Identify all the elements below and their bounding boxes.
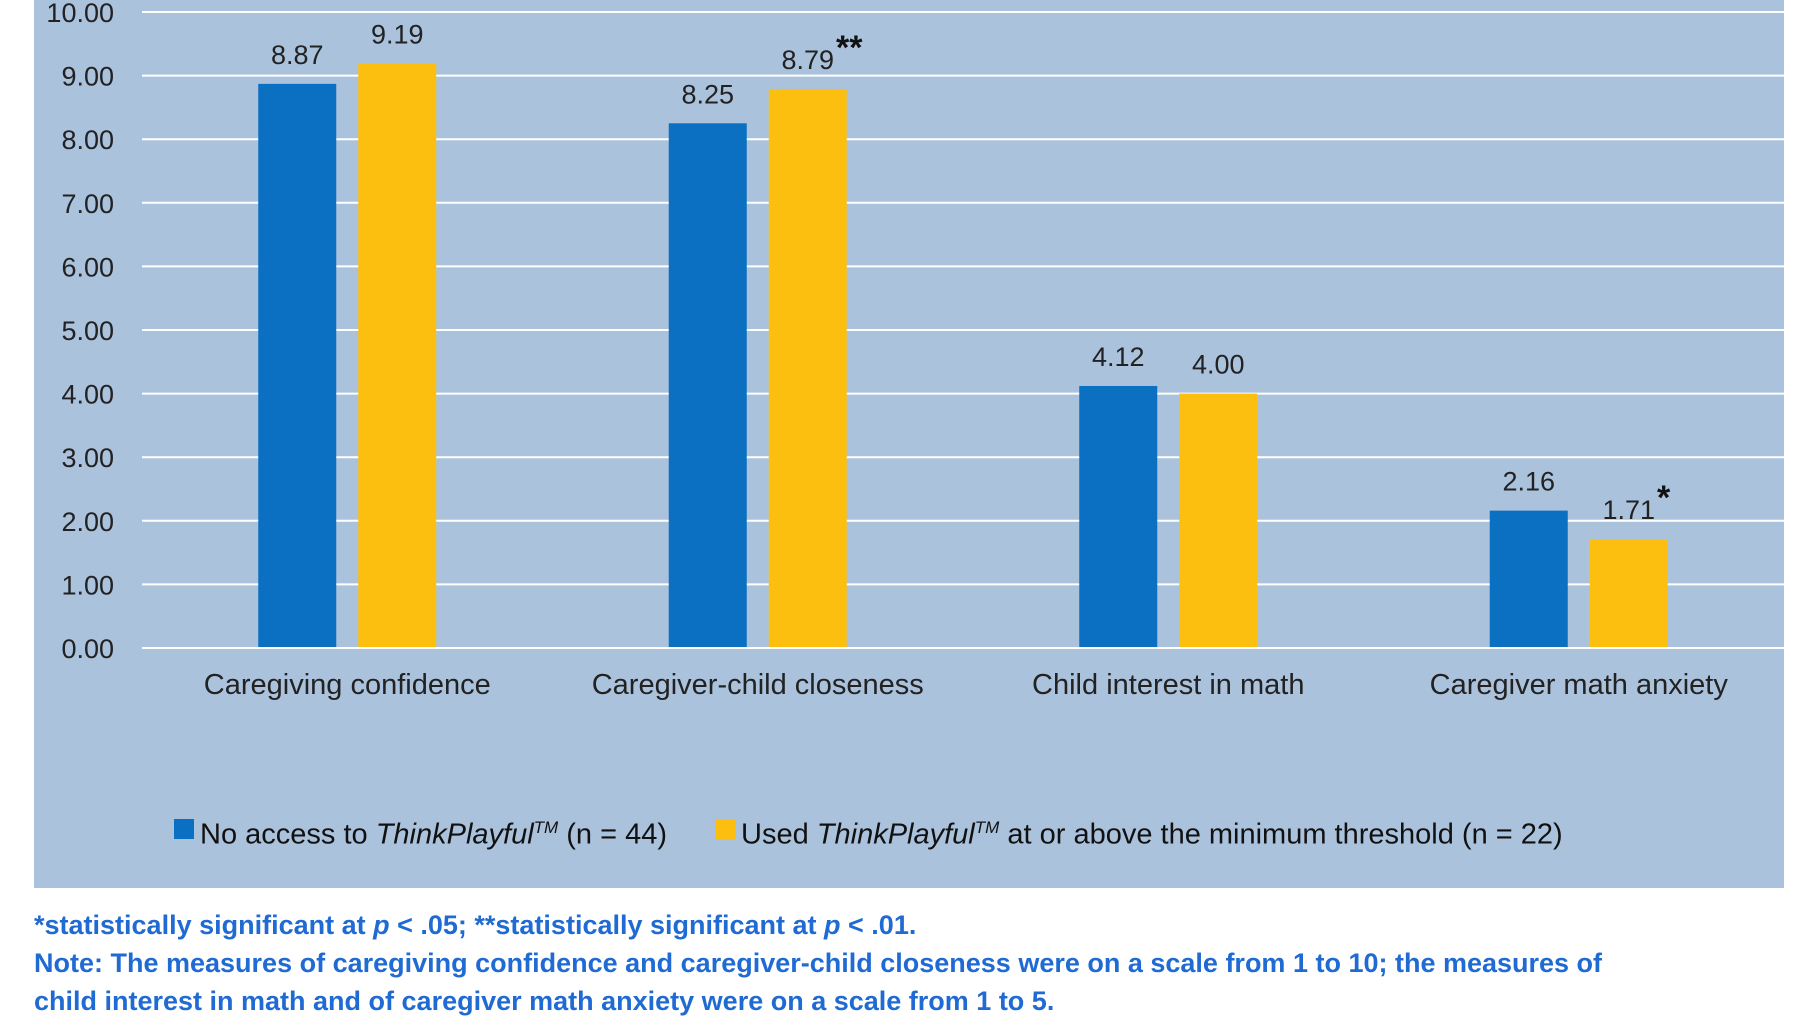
y-tick-label: 0.00 <box>61 634 114 664</box>
scale-note-line-2: child interest in math and of caregiver … <box>34 986 1055 1016</box>
significance-marker: ** <box>836 29 863 67</box>
y-tick-label: 1.00 <box>61 570 114 600</box>
y-tick-label: 8.00 <box>61 125 114 155</box>
bar <box>1179 393 1258 648</box>
legend-label-no-access: No access to ThinkPlayfulTM (n = 44) <box>200 818 668 851</box>
bar-chart: 0.00 1.00 2.00 3.00 4.00 5.00 6.00 7.00 8.00 9.00… <box>46 0 1784 701</box>
significance-note: *statistically significant at p < .05; *… <box>34 910 917 940</box>
data-label: 4.00 <box>1192 350 1245 380</box>
legend-label-used: Used ThinkPlayfulTM at or above the mini… <box>741 818 1563 851</box>
y-tick-label: 10.00 <box>46 0 114 28</box>
footnotes: *statistically significant at p < .05; *… <box>34 906 1784 1020</box>
data-label: 8.79 <box>781 45 834 75</box>
legend: No access to ThinkPlayfulTM (n = 44) Use… <box>174 818 1611 852</box>
significance-marker: * <box>1657 479 1671 517</box>
bar <box>1489 510 1568 648</box>
chart-panel: 0.00 1.00 2.00 3.00 4.00 5.00 6.00 7.00 8.00 9.00… <box>34 0 1784 888</box>
data-label: 9.19 <box>371 20 424 50</box>
y-tick-label: 2.00 <box>61 507 114 537</box>
y-tick-label: 9.00 <box>61 62 114 92</box>
x-category-label: Child interest in math <box>1032 669 1304 701</box>
x-category-label: Caregiving confidence <box>204 669 491 701</box>
legend-item-used: Used ThinkPlayfulTM at or above the mini… <box>715 818 1563 852</box>
legend-item-no-access: No access to ThinkPlayfulTM (n = 44) <box>174 818 667 852</box>
y-tick-label: 7.00 <box>61 189 114 219</box>
x-category-label: Caregiver-child closeness <box>592 669 924 701</box>
scale-note-line-1: Note: The measures of caregiving confide… <box>34 948 1603 978</box>
bar <box>1589 539 1668 648</box>
bar <box>358 63 437 649</box>
bar <box>258 83 337 649</box>
legend-swatch-yellow <box>715 818 736 839</box>
legend-swatch-blue <box>174 818 194 839</box>
bar <box>768 88 847 649</box>
x-category-label: Caregiver math anxiety <box>1430 669 1729 701</box>
y-tick-label: 6.00 <box>61 252 114 282</box>
y-tick-label: 3.00 <box>61 443 114 473</box>
data-label: 4.12 <box>1092 342 1145 372</box>
data-label: 1.71 <box>1602 495 1655 525</box>
bar <box>1079 385 1158 648</box>
data-label: 8.87 <box>271 40 324 70</box>
bar <box>668 123 747 649</box>
y-tick-label: 5.00 <box>61 316 114 346</box>
data-label: 8.25 <box>681 79 734 109</box>
y-tick-label: 4.00 <box>61 380 114 410</box>
data-label: 2.16 <box>1502 467 1555 497</box>
